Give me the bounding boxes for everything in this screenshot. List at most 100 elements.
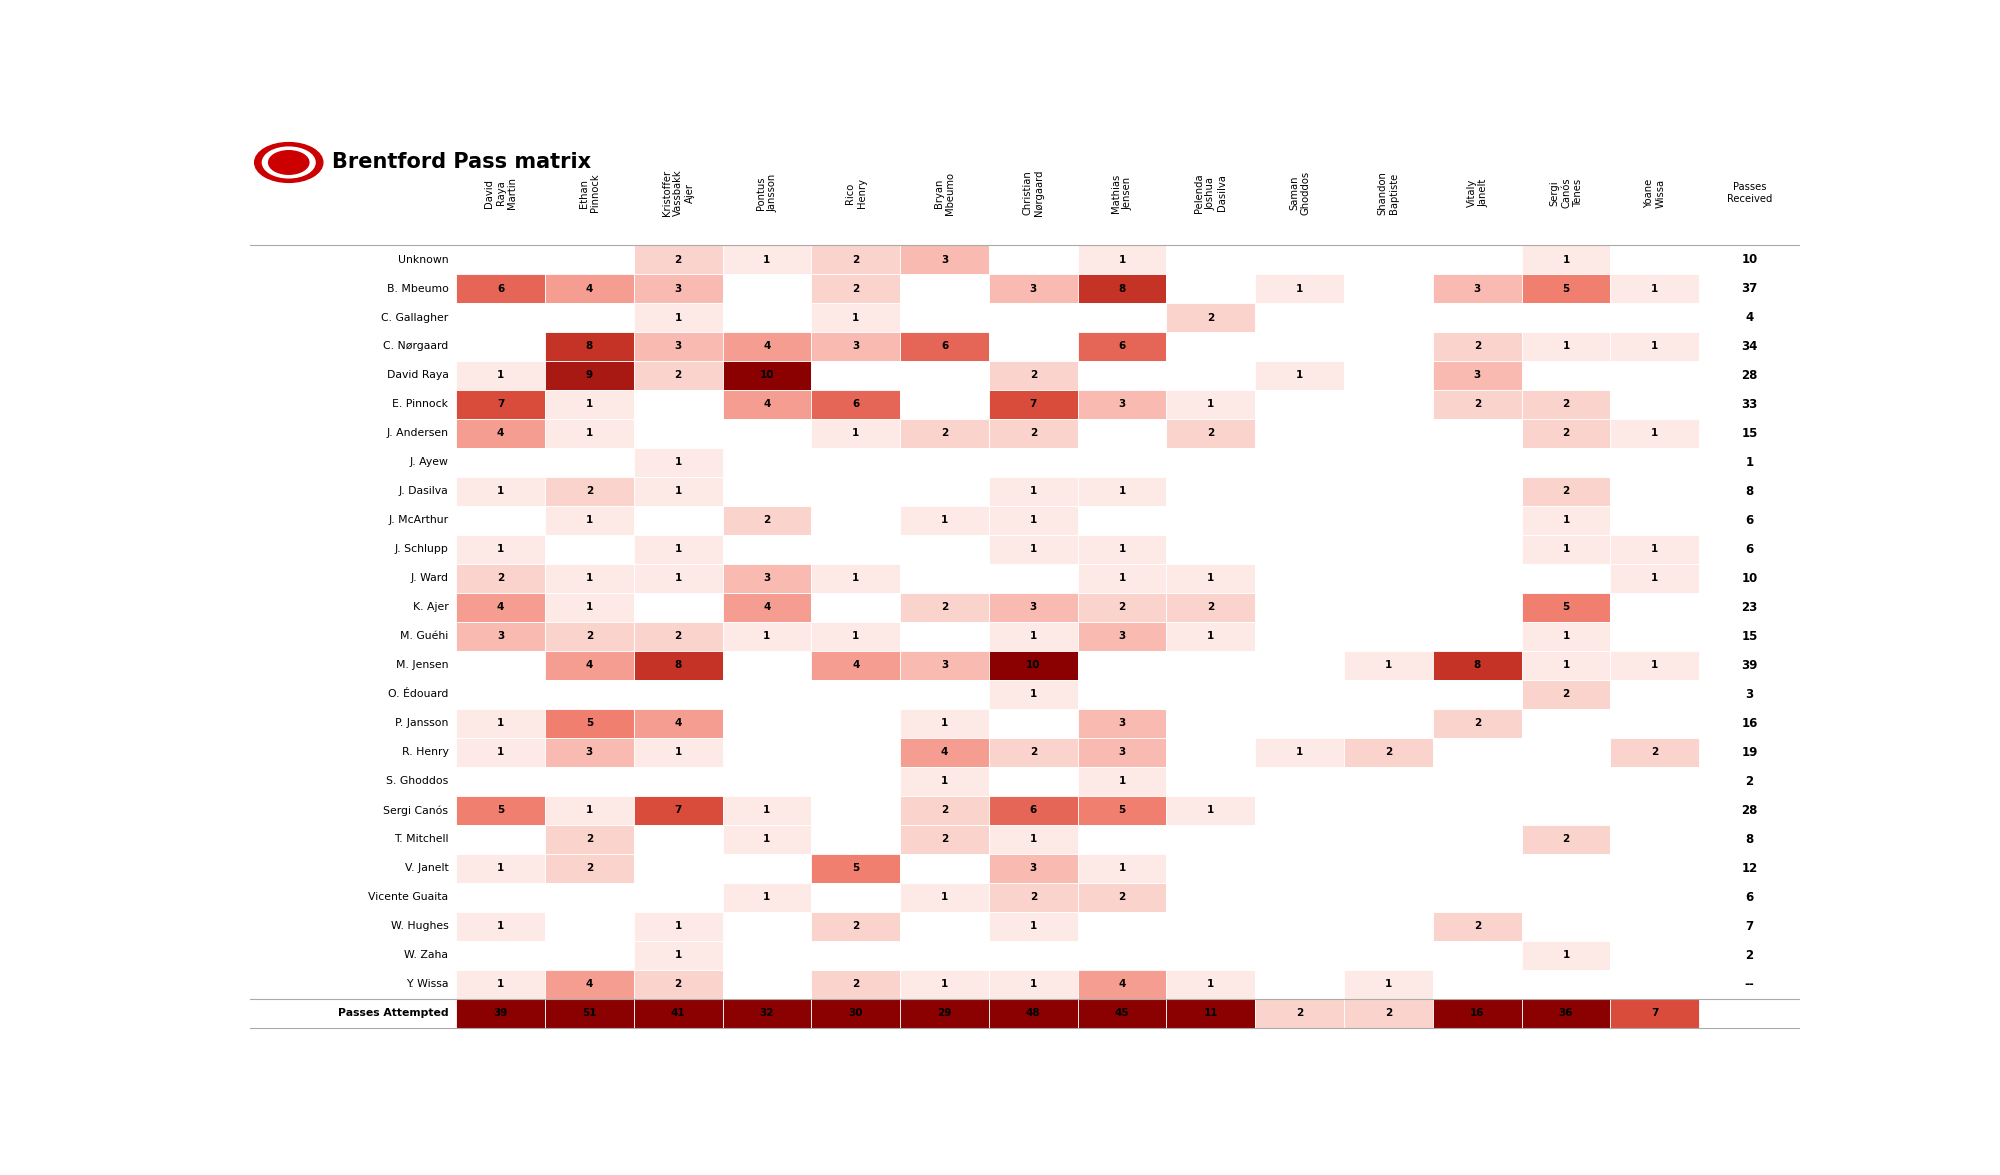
Bar (1256, 767, 1344, 795)
Bar (456, 246, 544, 274)
Text: David
Raya
Martin: David Raya Martin (484, 177, 518, 209)
Bar (456, 535, 544, 564)
Text: David Raya: David Raya (386, 370, 448, 381)
Bar (1610, 622, 1700, 651)
Bar (812, 274, 900, 303)
Bar (1166, 738, 1256, 767)
Bar (1432, 795, 1522, 825)
Bar (1522, 390, 1610, 419)
Text: 7: 7 (1652, 1008, 1658, 1019)
Text: 2: 2 (586, 864, 592, 873)
Text: 3: 3 (496, 631, 504, 642)
Bar (1432, 825, 1522, 854)
Text: 1: 1 (496, 979, 504, 989)
Bar (1344, 795, 1432, 825)
Text: 1: 1 (1562, 951, 1570, 960)
Bar (544, 969, 634, 999)
Bar (812, 999, 900, 1028)
Text: 8: 8 (586, 342, 592, 351)
Text: 1: 1 (496, 864, 504, 873)
Text: 1: 1 (1562, 255, 1570, 264)
Text: 2: 2 (764, 516, 770, 525)
Text: 2: 2 (1030, 429, 1036, 438)
Bar (1256, 419, 1344, 448)
Text: 7: 7 (1746, 920, 1754, 933)
Bar (1256, 274, 1344, 303)
Text: 2: 2 (940, 805, 948, 815)
Bar (1522, 303, 1610, 333)
Bar (1166, 709, 1256, 738)
Bar (722, 738, 812, 767)
Text: 4: 4 (852, 660, 860, 670)
Bar (1256, 390, 1344, 419)
Bar (1432, 535, 1522, 564)
Bar (1166, 825, 1256, 854)
Bar (1166, 969, 1256, 999)
Bar (456, 854, 544, 882)
Bar (1344, 506, 1432, 535)
Text: 1: 1 (1652, 660, 1658, 670)
Bar (1610, 651, 1700, 680)
Circle shape (254, 142, 322, 182)
Bar (722, 941, 812, 969)
Text: 3: 3 (1746, 687, 1754, 700)
Text: 1: 1 (1030, 486, 1036, 496)
Text: 1: 1 (852, 313, 860, 322)
Bar (812, 246, 900, 274)
Bar (988, 246, 1078, 274)
Text: 1: 1 (496, 486, 504, 496)
Text: 2: 2 (1562, 400, 1570, 409)
Text: 1: 1 (1118, 544, 1126, 555)
Bar (1344, 854, 1432, 882)
Bar (1344, 941, 1432, 969)
Bar (1610, 246, 1700, 274)
Bar (812, 680, 900, 709)
Bar (1166, 882, 1256, 912)
Bar (722, 854, 812, 882)
Bar (1078, 912, 1166, 941)
Text: 3: 3 (1030, 603, 1036, 612)
Bar (812, 882, 900, 912)
Bar (1432, 419, 1522, 448)
Text: 2: 2 (1208, 429, 1214, 438)
Bar (1078, 680, 1166, 709)
Bar (988, 795, 1078, 825)
Bar (1078, 246, 1166, 274)
Bar (1166, 941, 1256, 969)
Bar (1166, 477, 1256, 506)
Text: 2: 2 (1474, 718, 1480, 728)
Text: Pelenda
Joshua
Dasilva: Pelenda Joshua Dasilva (1194, 173, 1228, 213)
Text: 10: 10 (1742, 572, 1758, 585)
Bar (1078, 506, 1166, 535)
Text: 2: 2 (940, 603, 948, 612)
Bar (1432, 999, 1522, 1028)
Bar (812, 506, 900, 535)
Bar (900, 882, 988, 912)
Bar (722, 246, 812, 274)
Text: 2: 2 (1030, 370, 1036, 381)
Bar (1078, 738, 1166, 767)
Bar (900, 999, 988, 1028)
Bar (634, 303, 722, 333)
Bar (988, 825, 1078, 854)
Text: 5: 5 (1118, 805, 1126, 815)
Bar (988, 738, 1078, 767)
Bar (634, 854, 722, 882)
Bar (812, 912, 900, 941)
Bar (1432, 246, 1522, 274)
Text: 36: 36 (1558, 1008, 1574, 1019)
Text: 5: 5 (1562, 603, 1570, 612)
Bar (900, 333, 988, 361)
Text: 2: 2 (674, 370, 682, 381)
Bar (1256, 969, 1344, 999)
Bar (900, 738, 988, 767)
Bar (1522, 564, 1610, 593)
Text: 2: 2 (586, 631, 592, 642)
Bar (812, 419, 900, 448)
Text: 1: 1 (1208, 631, 1214, 642)
Bar (722, 361, 812, 390)
Bar (900, 593, 988, 622)
Bar (1522, 767, 1610, 795)
Bar (1078, 882, 1166, 912)
Bar (1432, 274, 1522, 303)
